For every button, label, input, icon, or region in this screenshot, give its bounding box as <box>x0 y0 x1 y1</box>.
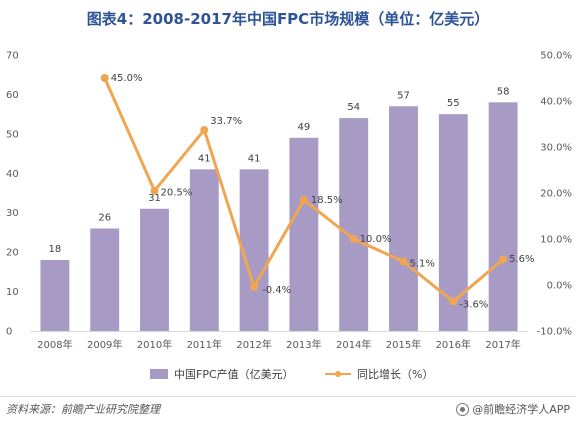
legend-item-bar: 中国FPC产值（亿美元） <box>150 366 294 382</box>
x-axis-tick-label: 2008年 <box>37 338 72 351</box>
right-axis: -10.0% 0.0% 10.0% 20.0% 30.0% 40.0% 50.0% <box>537 51 572 338</box>
x-axis-tick-label: 2014年 <box>336 338 371 351</box>
x-axis-tick-label: 2015年 <box>386 338 421 351</box>
legend-swatch-line <box>325 369 351 379</box>
chart-title: 图表4：2008-2017年中国FPC市场规模（单位：亿美元） <box>86 10 490 28</box>
line-value-label: 45.0% <box>111 73 143 84</box>
x-axis-tick-label: 2017年 <box>485 338 520 351</box>
x-axis-tick-label: 2011年 <box>187 338 222 351</box>
bar <box>239 169 269 331</box>
left-axis-tick-label: 60 <box>6 90 19 101</box>
line-series <box>100 74 508 306</box>
line-value-label: 10.0% <box>360 234 392 245</box>
x-axis-tick-label: 2009年 <box>87 338 122 351</box>
bar <box>488 102 518 331</box>
line-point <box>150 186 159 195</box>
bar <box>289 137 319 331</box>
bar-value-label: 41 <box>198 153 211 164</box>
line-value-label: -3.6% <box>459 300 488 311</box>
right-axis-tick-label: 30.0% <box>540 143 572 154</box>
legend-label-bar: 中国FPC产值（亿美元） <box>174 368 294 381</box>
left-axis-tick-label: 0 <box>6 327 12 338</box>
line-point <box>299 195 308 204</box>
bar <box>189 169 219 331</box>
line-point <box>399 257 408 266</box>
left-axis-tick-label: 70 <box>6 51 19 62</box>
source-note: 资料来源：前瞻产业研究院整理 <box>6 403 160 416</box>
bar-labels: 18 26 31 41 41 49 54 57 55 58 <box>49 86 510 255</box>
left-axis: 0 10 20 30 40 50 60 70 <box>6 51 19 338</box>
line-labels: 45.0% 20.5% 33.7% -0.4% 18.5% 10.0% 5.1% -3.6% 5… <box>111 73 535 311</box>
right-axis-tick-label: 40.0% <box>540 97 572 108</box>
bar-value-label: 31 <box>148 193 161 204</box>
bar <box>140 208 169 331</box>
brand-logo-icon <box>456 402 470 416</box>
x-axis-tick-label: 2012年 <box>236 338 271 351</box>
bar-value-label: 58 <box>497 86 510 97</box>
right-axis-tick-label: 50.0% <box>540 51 572 62</box>
line-value-label: 33.7% <box>210 116 242 127</box>
left-axis-tick-label: 50 <box>6 129 19 140</box>
right-axis-tick-label: 10.0% <box>540 235 572 246</box>
line-point <box>100 74 109 82</box>
line-point <box>250 282 259 291</box>
bar-value-label: 26 <box>98 212 111 223</box>
legend-label-line: 同比增长（%） <box>357 368 434 381</box>
bar <box>339 118 369 331</box>
line-point <box>349 235 358 243</box>
footer: 资料来源：前瞻产业研究院整理 @前瞻经济学人APP <box>0 396 576 419</box>
legend: 中国FPC产值（亿美元） 同比增长（%） <box>0 366 576 384</box>
right-axis-tick-label: 0.0% <box>547 281 572 292</box>
line-value-label: 18.5% <box>311 195 343 206</box>
left-axis-tick-label: 30 <box>6 208 19 219</box>
bar <box>90 228 120 331</box>
line-value-label: 20.5% <box>161 188 193 199</box>
brand-label: @前瞻经济学人APP <box>472 403 570 416</box>
x-axis-tick-label: 2010年 <box>137 338 172 351</box>
combo-chart: 0 10 20 30 40 50 60 70 -10.0% 0.0% 10.0% 20.0% 30.0… <box>6 51 572 352</box>
x-axis-tick-label: 2013年 <box>286 338 321 351</box>
line-value-label: 5.1% <box>410 259 435 270</box>
left-axis-tick-label: 40 <box>6 169 19 180</box>
line-value-label: 5.6% <box>509 254 534 265</box>
line-point <box>499 255 508 264</box>
right-axis-tick-label: -10.0% <box>537 327 572 338</box>
legend-item-line: 同比增长（%） <box>325 366 433 382</box>
bar-value-label: 49 <box>298 122 311 133</box>
bar-value-label: 54 <box>347 102 360 113</box>
bar <box>389 106 418 331</box>
legend-swatch-bar <box>150 369 168 379</box>
left-axis-tick-label: 10 <box>6 287 19 298</box>
line-point <box>449 297 458 306</box>
right-axis-tick-label: 20.0% <box>540 189 572 200</box>
bar-value-label: 57 <box>397 90 410 101</box>
bar-value-label: 18 <box>49 244 62 255</box>
bar <box>40 260 70 331</box>
bar-value-label: 55 <box>447 98 460 109</box>
line-point <box>200 125 209 134</box>
brand: @前瞻经济学人APP <box>456 401 570 417</box>
x-axis: 2008年 2009年 2010年 2011年 2012年 2013年 2014年 2015年… <box>30 331 528 351</box>
bar-series <box>40 102 518 332</box>
left-axis-tick-label: 20 <box>6 248 19 259</box>
line-value-label: -0.4% <box>262 285 291 296</box>
x-axis-tick-label: 2016年 <box>436 338 471 351</box>
bar-value-label: 41 <box>248 153 261 164</box>
